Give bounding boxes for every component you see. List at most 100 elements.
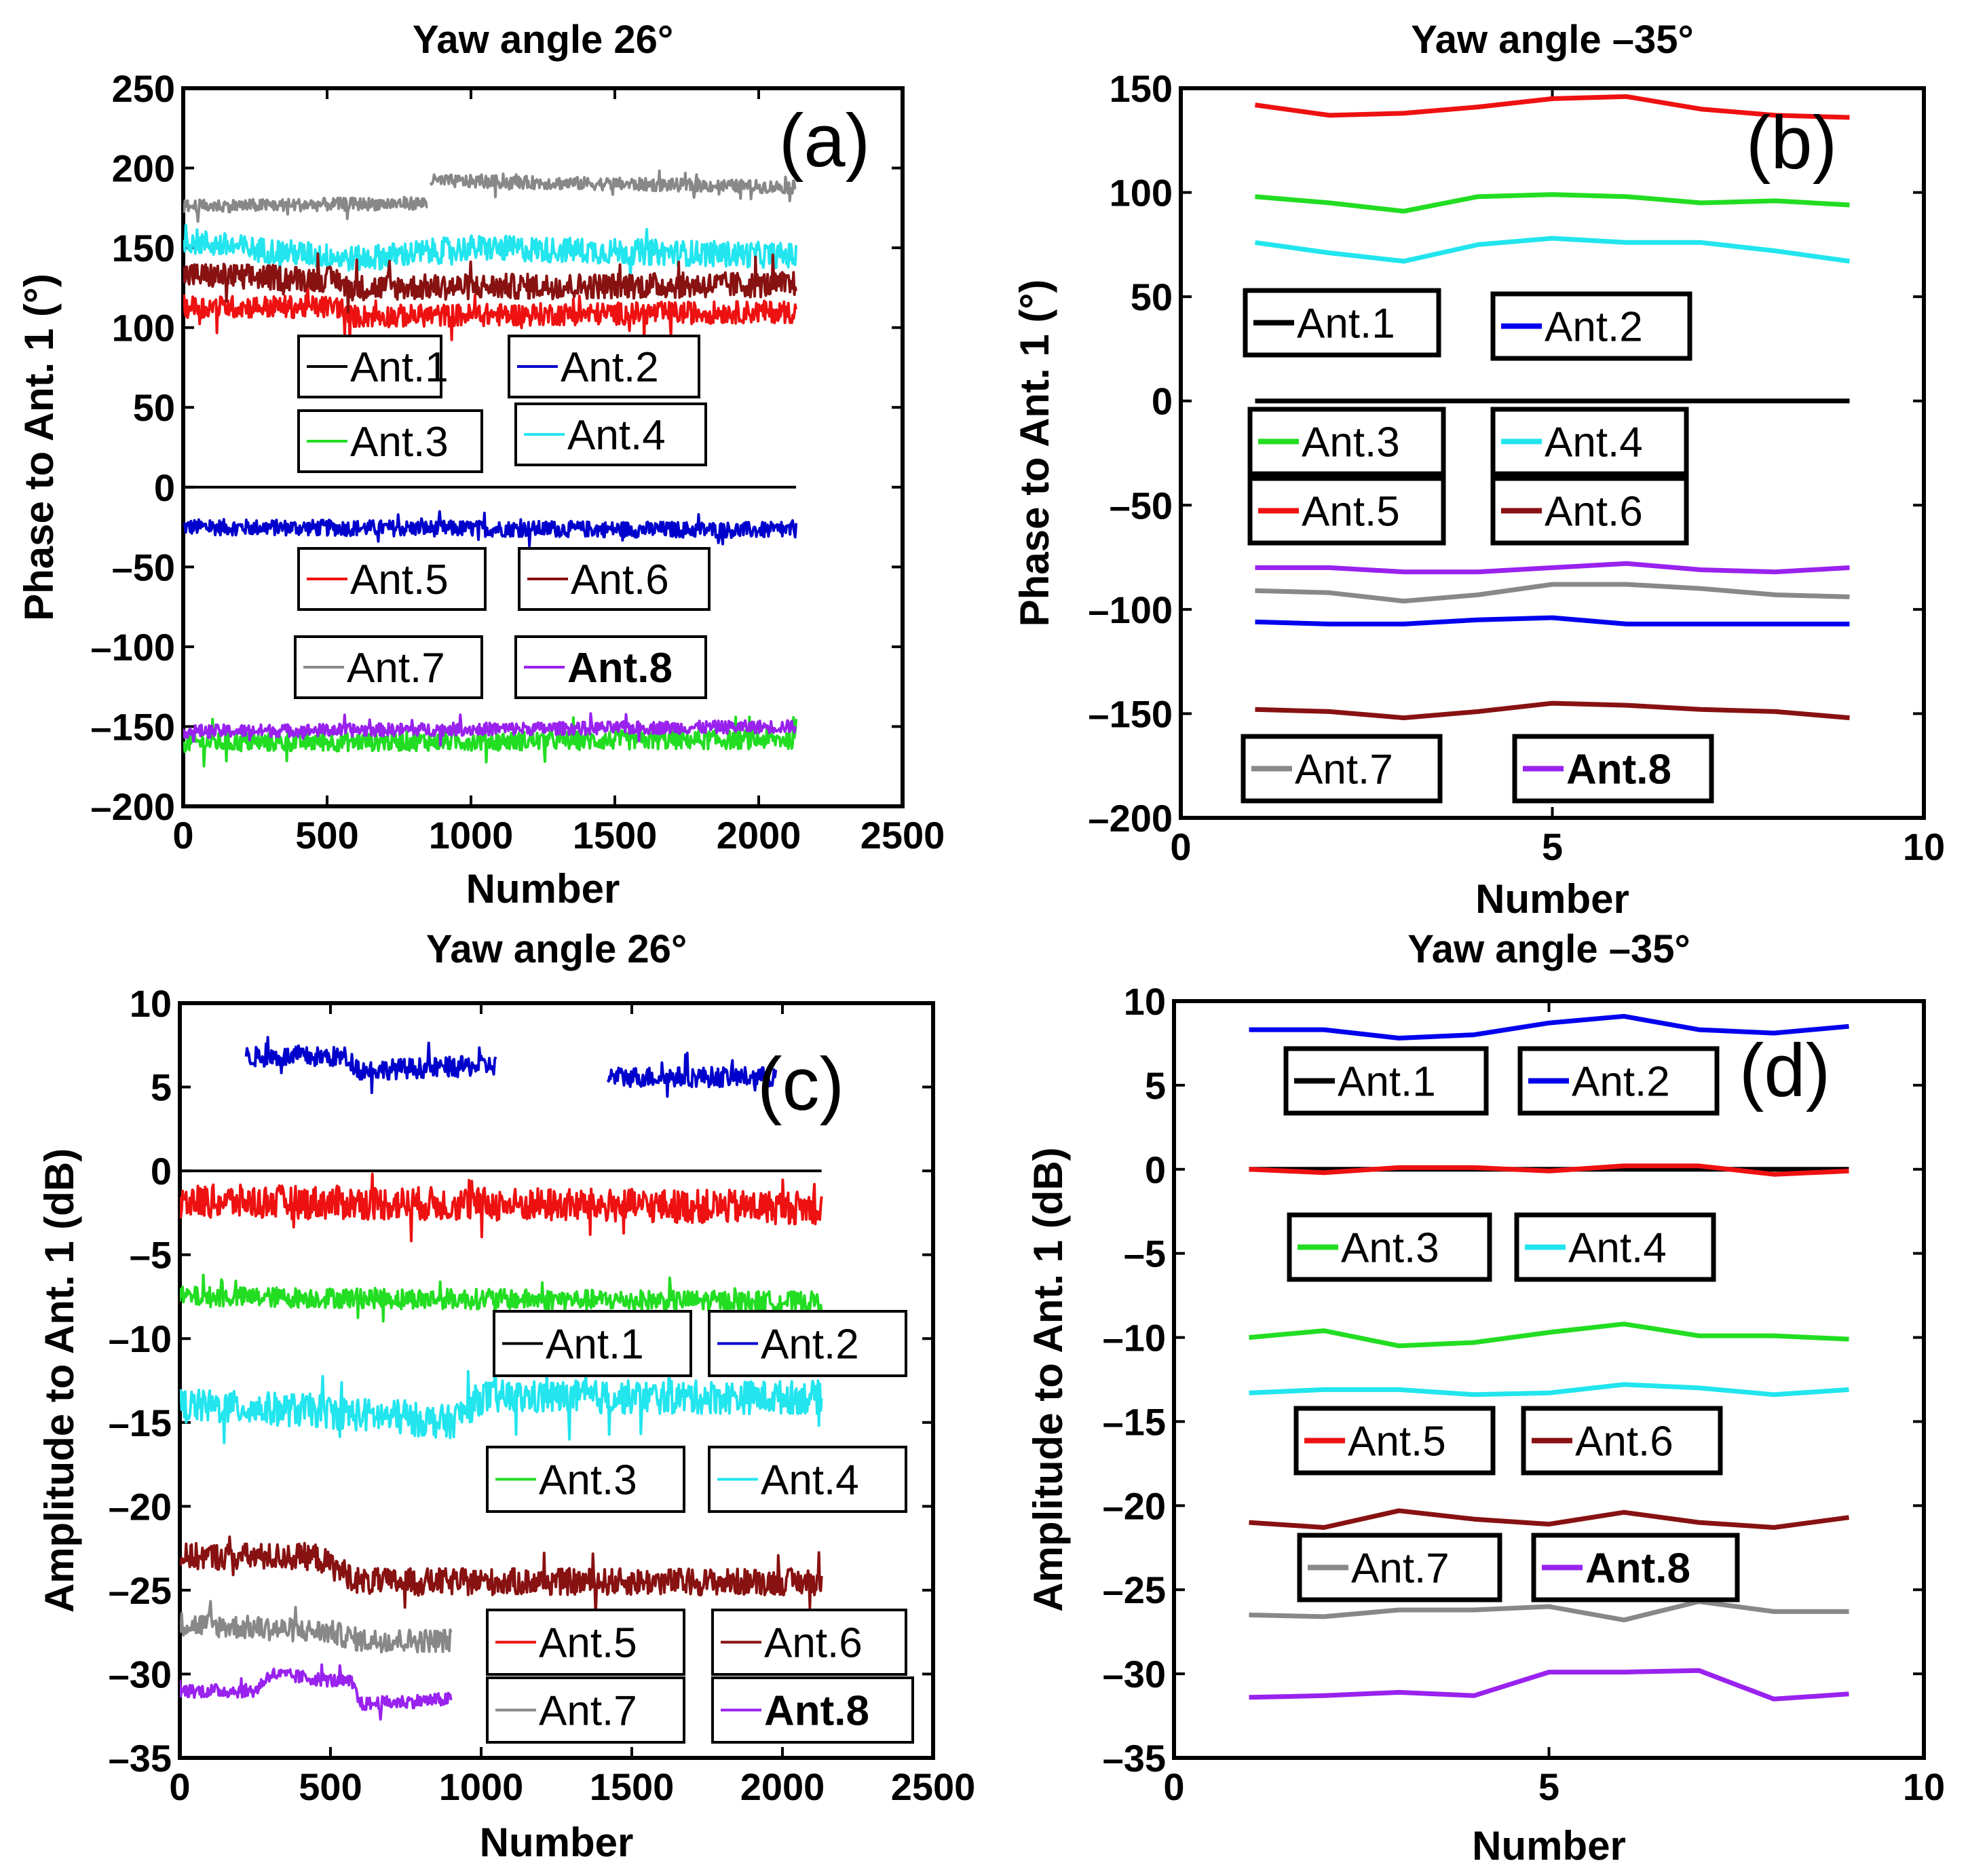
series-group <box>1255 94 1850 721</box>
series-ant5 <box>1255 94 1850 120</box>
legend-item: Ant.5 <box>486 1609 685 1676</box>
y-tick-label: –100 <box>90 626 175 669</box>
x-tick-label: 0 <box>172 814 193 857</box>
x-tick-label: 500 <box>299 1765 362 1808</box>
ticks: 0 5 10 150 100 50 0 –50 –100 –150 –200 <box>1088 67 1945 868</box>
legend-label: Ant.1 <box>350 344 449 391</box>
legend-box <box>1521 1406 1723 1476</box>
series-ant4 <box>180 1357 823 1444</box>
series-ant4 <box>183 223 798 282</box>
y-tick-label: –50 <box>112 546 175 588</box>
legend-label: Ant.5 <box>1302 489 1400 536</box>
legend-label: Ant.5 <box>350 557 449 603</box>
y-tick-label: –35 <box>1103 1737 1166 1780</box>
x-axis-label: Number <box>466 866 620 912</box>
legend-label: Ant.3 <box>350 419 449 466</box>
legend-label: Ant.7 <box>347 645 445 692</box>
legend-label: Ant.3 <box>539 1457 637 1504</box>
legend-label: Ant.7 <box>1295 747 1393 793</box>
panel-b: 0 5 10 150 100 50 0 –50 –100 –150 –200 Yaw angle –3… <box>1012 18 1945 922</box>
x-tick-label: 1500 <box>573 814 658 857</box>
y-tick-label: 0 <box>1145 1148 1166 1191</box>
legend-item: Ant.4 <box>708 1446 907 1513</box>
chart-title: Yaw angle –35° <box>1407 927 1690 971</box>
panel-label: (b) <box>1746 101 1837 185</box>
legend-item: Ant.8 <box>711 1676 914 1744</box>
x-tick-label: 2000 <box>740 1765 825 1808</box>
legend-label: Ant.4 <box>567 412 666 459</box>
legend-label: Ant.1 <box>1297 301 1395 348</box>
y-tick-label: –5 <box>1124 1233 1166 1275</box>
legend-label: Ant.4 <box>761 1457 859 1504</box>
legend-label: Ant.1 <box>546 1321 644 1368</box>
x-tick-label: 2000 <box>717 814 801 857</box>
series-ant8 <box>1249 1668 1849 1702</box>
series-ant6 <box>183 252 798 314</box>
legend-label: Ant.2 <box>761 1321 859 1368</box>
legend-label: Ant.7 <box>539 1688 637 1735</box>
x-tick-label: 0 <box>169 1765 190 1808</box>
ticks: 0 500 1000 1500 2000 2500 10 5 0 –5 –10 –15 –20 –25 –3… <box>109 982 976 1808</box>
legend-box <box>1243 288 1441 358</box>
legend-item: Ant.2 <box>708 1310 907 1377</box>
series-ant2 <box>1255 615 1850 626</box>
legend-item: Ant.3 <box>1247 407 1446 476</box>
y-tick-label: 50 <box>1131 276 1173 318</box>
series-ant6 <box>1249 1508 1849 1530</box>
series-ant3 <box>1249 1321 1849 1349</box>
x-tick-label: 1000 <box>429 814 514 857</box>
ticks: 0 5 10 10 5 0 –5 –10 –15 –20 –25 –30 –35 <box>1103 980 1946 1808</box>
legend-item: Ant.7 <box>486 1676 685 1744</box>
legend-item: Ant.4 <box>514 402 707 466</box>
y-tick-label: –10 <box>109 1317 172 1360</box>
legend-item: Ant.3 <box>297 409 483 473</box>
y-tick-label: 0 <box>151 1150 172 1193</box>
legend-box <box>486 1609 685 1676</box>
legend-item: Ant.6 <box>1521 1406 1723 1476</box>
panel-label: (a) <box>779 99 870 183</box>
x-axis-label: Number <box>1475 876 1629 922</box>
series-ant4 <box>1255 236 1850 264</box>
y-tick-label: –30 <box>1103 1653 1166 1695</box>
panel-d: 0 5 10 10 5 0 –5 –10 –15 –20 –25 –30 –35 Yaw angle –3… <box>1025 927 1945 1869</box>
legend-label: Ant.5 <box>1348 1419 1446 1465</box>
chart-title: Yaw angle –35° <box>1411 18 1694 62</box>
legend: Ant.1 Ant.2 Ant.3 Ant.4 Ant.5 Ant.6 Ant.7 Ant.8 <box>1283 1046 1740 1602</box>
legend-label: Ant.2 <box>1572 1059 1670 1106</box>
legend-label: Ant.2 <box>561 344 659 391</box>
series-ant3 <box>180 1273 823 1323</box>
legend-label: Ant.7 <box>1351 1545 1450 1592</box>
legend-item: Ant.5 <box>297 547 487 611</box>
legend-item: Ant.2 <box>1490 291 1692 361</box>
y-tick-label: –150 <box>90 705 175 748</box>
legend-label: Ant.6 <box>571 557 669 603</box>
ticks: 0 500 1000 1500 2000 2500250200150100500–50–1… <box>90 67 945 857</box>
legend-item: Ant.8 <box>1512 734 1714 804</box>
y-tick-label: 150 <box>112 227 175 269</box>
legend: Ant.1 Ant.2 Ant.3 Ant.4 Ant.5 Ant.6 Ant.7 Ant.8 <box>294 335 711 699</box>
x-tick-label: 1000 <box>439 1765 524 1808</box>
legend-item: Ant.1 <box>1283 1046 1489 1116</box>
y-tick-label: –20 <box>109 1485 172 1528</box>
legend-label: Ant.8 <box>764 1688 869 1735</box>
series-ant7 <box>1249 1599 1849 1623</box>
x-tick-label: 0 <box>1170 825 1191 868</box>
y-tick-label: 0 <box>1152 380 1173 423</box>
y-tick-label: –20 <box>1103 1484 1166 1527</box>
y-tick-label: –35 <box>109 1737 172 1780</box>
legend-item: Ant.7 <box>1297 1533 1502 1602</box>
series-ant7 <box>180 1600 453 1654</box>
legend-label: Ant.6 <box>1545 489 1643 536</box>
series-ant7 <box>1255 582 1850 604</box>
plot-area <box>178 1001 935 1760</box>
legend-item: Ant.1 <box>297 335 449 398</box>
series-ant4 <box>1249 1382 1849 1397</box>
y-tick-label: 250 <box>112 67 175 110</box>
x-tick-label: 1500 <box>590 1765 675 1808</box>
legend-item: Ant.1 <box>1243 288 1441 358</box>
y-tick-label: 10 <box>130 982 172 1025</box>
series-ant2 <box>183 510 798 548</box>
legend-item: Ant.6 <box>1490 476 1689 546</box>
series-ant5 <box>180 1172 823 1243</box>
